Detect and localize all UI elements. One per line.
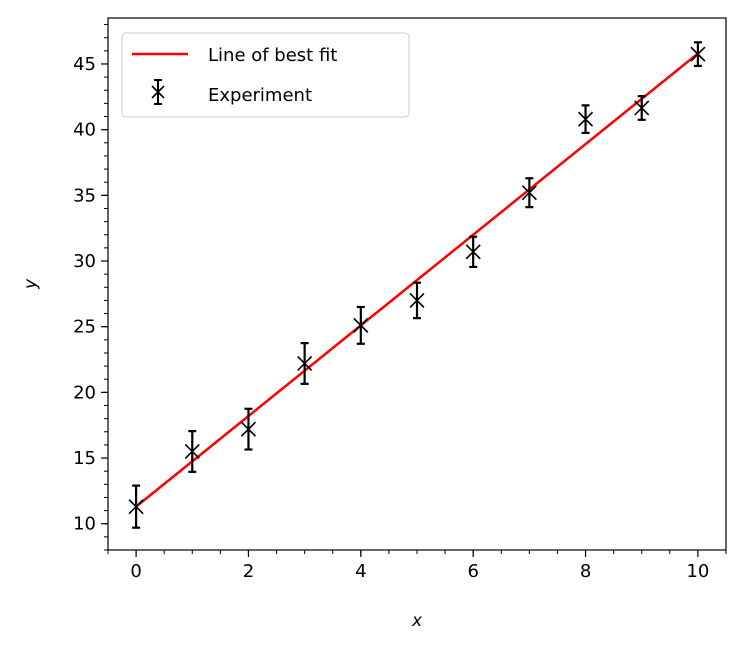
x-marker bbox=[297, 355, 313, 372]
data-point bbox=[128, 484, 144, 529]
x-marker bbox=[577, 111, 594, 127]
best-fit-line bbox=[135, 52, 699, 508]
y-tick-label: 40 bbox=[73, 120, 96, 141]
axis-ticks: 0 2 4 6 8 10 10 15 20 25 30 35 40 45 bbox=[73, 24, 727, 582]
data-point bbox=[634, 95, 650, 121]
data-point bbox=[577, 104, 594, 135]
legend: Line of best fit Experiment bbox=[121, 32, 410, 118]
x-marker bbox=[128, 499, 144, 515]
y-tick-label: 15 bbox=[73, 448, 96, 469]
data-point bbox=[184, 430, 200, 473]
plot-area bbox=[128, 41, 706, 529]
y-tick-label: 20 bbox=[73, 382, 96, 403]
legend-label-fit: Line of best fit bbox=[208, 45, 337, 66]
data-point bbox=[353, 305, 369, 345]
x-marker bbox=[409, 292, 425, 308]
data-point bbox=[409, 281, 425, 320]
x-axis-label: x bbox=[411, 611, 423, 631]
y-axis-label: y bbox=[21, 278, 41, 290]
legend-label-experiment: Experiment bbox=[208, 85, 312, 106]
x-tick-label: 8 bbox=[580, 561, 591, 582]
x-marker bbox=[240, 421, 257, 437]
legend-box bbox=[121, 32, 410, 118]
x-marker bbox=[690, 46, 706, 62]
x-tick-label: 4 bbox=[355, 561, 366, 582]
axes-frame bbox=[107, 17, 727, 551]
data-point bbox=[240, 407, 257, 451]
x-tick-label: 10 bbox=[686, 561, 709, 582]
data-point bbox=[465, 235, 481, 269]
x-marker bbox=[465, 244, 481, 260]
y-tick-label: 30 bbox=[73, 251, 96, 272]
data-point bbox=[690, 41, 706, 68]
data-point bbox=[521, 177, 537, 209]
x-marker bbox=[184, 443, 200, 460]
y-tick-label: 35 bbox=[73, 185, 96, 206]
y-tick-label: 25 bbox=[73, 317, 96, 338]
x-marker bbox=[521, 185, 537, 201]
x-tick-label: 2 bbox=[243, 561, 254, 582]
data-point bbox=[297, 342, 313, 385]
x-marker bbox=[353, 317, 369, 333]
x-tick-label: 6 bbox=[467, 561, 478, 582]
legend-marker-experiment bbox=[151, 79, 165, 105]
x-tick-label: 0 bbox=[130, 561, 141, 582]
y-tick-label: 10 bbox=[73, 514, 96, 535]
y-tick-label: 45 bbox=[73, 54, 96, 75]
x-marker bbox=[634, 100, 650, 116]
